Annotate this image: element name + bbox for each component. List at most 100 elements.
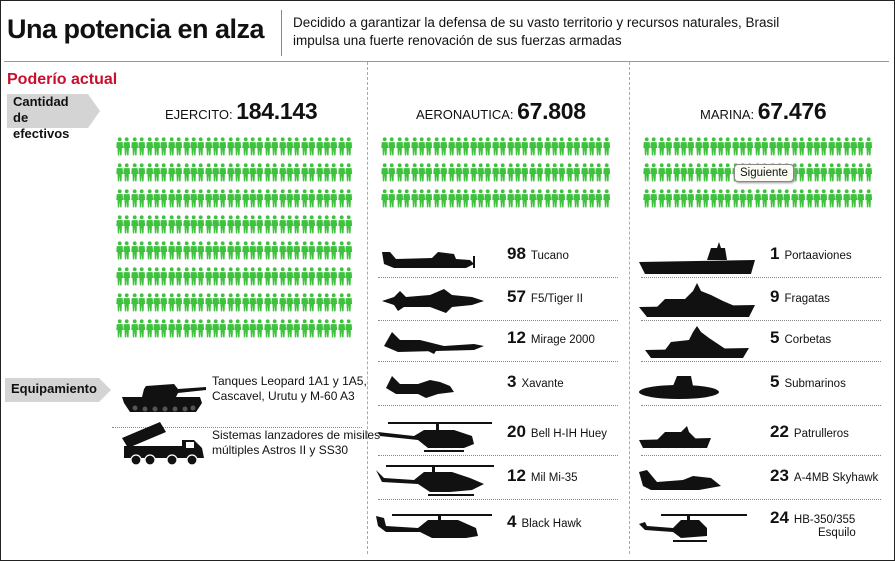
soldier-icon bbox=[658, 137, 665, 156]
air-equipment-row: 12 Mirage 2000 bbox=[374, 318, 626, 362]
soldier-icon bbox=[558, 163, 566, 182]
launchers-line-2: múltiples Astros II y SS30 bbox=[212, 443, 349, 457]
soldier-icon bbox=[168, 241, 175, 260]
soldier-icon bbox=[687, 137, 695, 156]
soldier-icon bbox=[190, 241, 198, 260]
count-label: Tucano bbox=[530, 250, 569, 262]
count-value: 9 bbox=[770, 287, 780, 306]
soldier-icon bbox=[499, 137, 507, 156]
soldier-icon bbox=[410, 137, 418, 156]
soldier-icon bbox=[227, 293, 234, 312]
column-divider-2 bbox=[629, 62, 630, 554]
count-label: HB-350/355 bbox=[793, 514, 856, 526]
soldier-icon bbox=[131, 189, 138, 208]
soldier-icon bbox=[330, 215, 338, 234]
soldier-icon bbox=[447, 163, 455, 182]
soldier-icon bbox=[828, 137, 835, 156]
page-subtitle: Decidido a garantizar la defensa de su v… bbox=[293, 14, 779, 50]
soldier-icon bbox=[293, 267, 301, 286]
count-value: 5 bbox=[770, 328, 780, 347]
soldier-icon bbox=[506, 189, 514, 208]
soldier-icon bbox=[323, 137, 331, 156]
soldier-icon bbox=[536, 163, 544, 182]
personnel-navy: MARINA: 67.476 bbox=[700, 98, 827, 125]
soldier-icon bbox=[323, 215, 331, 234]
soldier-icon bbox=[672, 189, 680, 208]
soldier-icon bbox=[212, 293, 220, 312]
army-equipment-tanks: Tanques Leopard 1A1 y 1A5, Cascavel, Uru… bbox=[112, 368, 367, 428]
soldier-icon bbox=[388, 163, 396, 182]
soldier-icon bbox=[381, 189, 389, 208]
soldier-icon bbox=[278, 241, 286, 260]
navy-equipment-row: 23 A-4MB Skyhawk bbox=[637, 456, 889, 500]
soldier-icon bbox=[702, 189, 710, 208]
soldier-icon bbox=[234, 215, 242, 234]
soldier-icon bbox=[301, 293, 308, 312]
soldier-icon bbox=[857, 137, 865, 156]
soldier-icon bbox=[145, 241, 153, 260]
personnel-value-air-force: 67.808 bbox=[517, 98, 586, 124]
tag-cantidad-line-2: de efectivos bbox=[13, 110, 70, 141]
soldier-icon bbox=[477, 163, 485, 182]
soldier-icon bbox=[754, 137, 761, 156]
soldier-icon bbox=[842, 163, 850, 182]
row-divider bbox=[641, 499, 881, 500]
soldier-icon bbox=[264, 241, 271, 260]
soldier-icon bbox=[227, 267, 234, 286]
soldier-icon bbox=[271, 267, 279, 286]
soldier-icon bbox=[264, 215, 271, 234]
air-equipment-row: 98 Tucano bbox=[374, 234, 626, 278]
army-equipment-launchers: Sistemas lanzadores de misiles múltiples… bbox=[112, 414, 380, 474]
soldier-icon bbox=[160, 163, 168, 182]
soldier-icon bbox=[828, 163, 835, 182]
soldier-icon bbox=[241, 189, 249, 208]
soldier-icon bbox=[650, 189, 658, 208]
soldier-icon bbox=[145, 189, 153, 208]
soldier-icon bbox=[672, 163, 680, 182]
soldier-icon bbox=[776, 137, 784, 156]
soldier-row bbox=[643, 134, 872, 160]
siguiente-tooltip[interactable]: Siguiente bbox=[734, 164, 794, 182]
soldier-icon bbox=[492, 137, 499, 156]
soldier-icon bbox=[492, 163, 499, 182]
soldier-grid-air-force bbox=[381, 134, 610, 212]
soldier-icon bbox=[695, 189, 702, 208]
soldier-icon bbox=[529, 189, 536, 208]
air-equipment-count: 57 F5/Tiger II bbox=[507, 287, 583, 307]
soldier-icon bbox=[338, 189, 345, 208]
soldier-icon bbox=[234, 241, 242, 260]
soldier-icon bbox=[204, 137, 212, 156]
soldier-icon bbox=[418, 189, 426, 208]
navy-equipment-count: 1 Portaaviones bbox=[770, 244, 852, 264]
soldier-icon bbox=[182, 189, 190, 208]
personnel-air-force: AERONAUTICA: 67.808 bbox=[416, 98, 586, 125]
tanks-line-2: Cascavel, Urutu y M-60 A3 bbox=[212, 389, 355, 403]
soldier-icon bbox=[308, 215, 316, 234]
trainer-jet-icon bbox=[386, 376, 454, 398]
soldier-icon bbox=[190, 189, 198, 208]
soldier-icon bbox=[308, 163, 316, 182]
branch-label-air-force: AERONAUTICA: bbox=[416, 107, 514, 122]
soldier-icon bbox=[323, 267, 331, 286]
soldier-icon bbox=[595, 163, 603, 182]
soldier-icon bbox=[573, 189, 581, 208]
soldier-icon bbox=[123, 215, 131, 234]
soldier-icon bbox=[791, 189, 798, 208]
count-label: F5/Tiger II bbox=[530, 293, 583, 305]
soldier-icon bbox=[264, 319, 271, 338]
navy-equipment-count: 5 Submarinos bbox=[770, 372, 846, 392]
soldier-icon bbox=[249, 293, 257, 312]
soldier-icon bbox=[271, 241, 279, 260]
soldier-icon bbox=[798, 163, 806, 182]
soldier-icon bbox=[160, 293, 168, 312]
soldier-icon bbox=[182, 293, 190, 312]
tucano-plane-icon bbox=[382, 252, 475, 268]
soldier-icon bbox=[212, 189, 220, 208]
soldier-icon bbox=[204, 267, 212, 286]
soldier-icon bbox=[190, 267, 198, 286]
row-divider bbox=[378, 405, 618, 406]
soldier-icon bbox=[256, 137, 264, 156]
soldier-icon bbox=[153, 319, 161, 338]
soldier-icon bbox=[425, 137, 433, 156]
soldier-icon bbox=[791, 137, 798, 156]
